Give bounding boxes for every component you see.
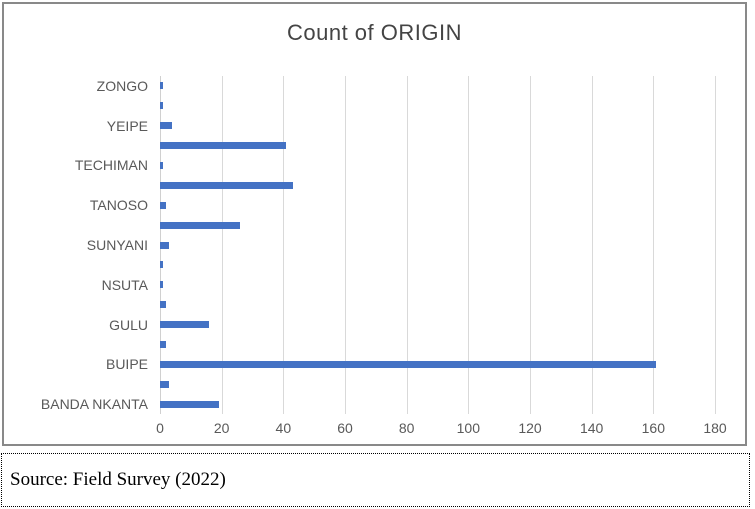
category-axis-label: ZONGO (96, 77, 148, 94)
value-axis-tick-label: 0 (156, 420, 164, 436)
value-axis: 0 20 40 60 80 100 120 140 160 180 (156, 420, 727, 438)
gridline (406, 76, 408, 414)
value-axis-tick-label: 40 (275, 420, 292, 436)
gridline (591, 76, 593, 414)
source-text: Source: Field Survey (2022) (10, 469, 226, 490)
bar-nsuta[interactable] (160, 281, 164, 289)
bar-row-14[interactable] (160, 340, 167, 348)
value-axis-tick-label: 60 (337, 420, 353, 436)
value-axis-tick-label: 80 (398, 420, 415, 436)
bar-tanoso[interactable] (160, 201, 167, 209)
bar-row-16[interactable] (160, 380, 170, 388)
bar-techiman[interactable] (160, 161, 164, 169)
value-axis-tick-label: 100 (456, 420, 481, 436)
value-axis-tick-label: 160 (641, 420, 666, 436)
source-caption-box: Source: Field Survey (2022) (1, 453, 750, 507)
gridline (653, 76, 655, 414)
origin-count-chart[interactable]: Count of ORIGIN ZONGO YEIPE TECHIMAN TANOSO… (2, 2, 747, 446)
category-axis-label: NSUTA (101, 276, 148, 293)
category-axis-label: BUIPE (105, 356, 148, 373)
value-axis-tick-label: 120 (518, 420, 542, 436)
bar-buipe[interactable] (160, 360, 657, 368)
gridline (283, 76, 285, 414)
bar-yeipe[interactable] (160, 122, 173, 130)
bar-row-12[interactable] (160, 301, 167, 309)
gridline (715, 76, 716, 414)
bar-row-6[interactable] (160, 181, 293, 189)
bar-sunyani[interactable] (160, 241, 170, 249)
plot-area (160, 76, 716, 414)
category-axis-label: TANOSO (89, 197, 148, 214)
category-axis: ZONGO YEIPE TECHIMAN TANOSO SUNYANI NSUTA GULU… (4, 76, 154, 414)
category-axis-label: YEIPE (106, 117, 148, 134)
bar-zongo[interactable] (160, 82, 164, 90)
category-axis-label: TECHIMAN (74, 157, 148, 174)
bar-banda-nkanta[interactable] (160, 400, 219, 408)
bar-row-2[interactable] (160, 102, 164, 110)
gridline (530, 76, 531, 414)
category-axis-label: GULU (109, 316, 148, 333)
gridline (221, 76, 223, 414)
bar-row-10[interactable] (160, 261, 164, 269)
gridline (468, 76, 470, 414)
bar-row-8[interactable] (160, 221, 241, 229)
gridline (345, 76, 346, 414)
bar-gulu[interactable] (160, 321, 210, 329)
category-axis-label: BANDA NKANTA (40, 396, 148, 413)
chart-title: Count of ORIGIN (286, 20, 462, 45)
category-axis-label: SUNYANI (86, 237, 148, 253)
value-axis-tick-label: 180 (703, 420, 727, 436)
value-axis-tick-label: 20 (213, 420, 230, 436)
value-axis-tick-label: 140 (579, 420, 604, 436)
bar-row-4[interactable] (160, 142, 287, 150)
